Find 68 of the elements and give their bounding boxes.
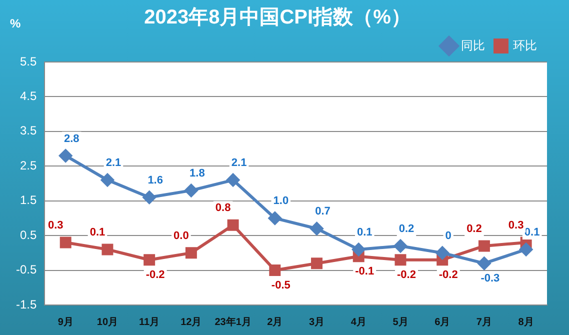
y-tick-label: 4.5 [20,89,37,104]
y-tick-label: 0.5 [20,228,37,242]
y-tick-label: -1.5 [16,297,37,312]
y-tick-label: -0.5 [16,262,37,277]
x-tick-label: 4月 [350,316,366,328]
point [478,240,490,252]
point [142,190,156,204]
point [60,236,72,248]
data-label: 0.8 [215,202,231,214]
x-tick-label: 11月 [139,316,160,328]
point [436,246,449,260]
data-label: 0.7 [315,206,330,218]
point [184,184,198,197]
data-label: 0.1 [356,226,372,238]
point [310,222,324,236]
y-axis-title: % [10,16,21,30]
point [185,247,197,259]
point [269,264,281,276]
data-label: 0.0 [174,230,189,242]
x-tick-label: 2月 [267,316,283,328]
data-label: 2.1 [106,157,122,170]
point [144,254,156,266]
y-tick-label: 3.5 [20,124,37,138]
point [226,174,240,187]
data-label: -0.2 [146,268,165,281]
point [394,254,406,266]
x-tick-label: 5月 [392,316,408,328]
data-label: 0.2 [398,223,414,236]
point [311,258,323,270]
point [520,242,533,256]
data-label: -0.1 [355,265,374,278]
data-label: -0.5 [271,279,290,292]
data-label: 1.6 [148,174,163,186]
point [227,219,239,231]
point [352,242,366,256]
data-label: 0.2 [466,223,482,236]
point [59,149,72,162]
y-tick-label: 5.5 [20,54,37,68]
data-label: -0.3 [480,272,500,284]
point [478,256,491,270]
point [102,244,114,256]
y-tick-label: 1.5 [20,193,37,208]
data-label: -0.2 [438,268,458,281]
data-label: 0.1 [524,226,540,238]
data-label: 1.8 [190,167,205,180]
data-label: 2.8 [64,132,80,145]
y-tick-label: 2.5 [20,158,37,172]
data-label: 0.1 [90,226,106,238]
x-tick-label: 7月 [476,316,492,328]
data-label: -0.2 [397,268,416,281]
x-tick-label: 3月 [308,316,325,328]
x-tick-label: 10月 [96,316,118,328]
point [100,174,114,187]
legend-label: 环比 [513,38,537,52]
data-label: 0.3 [48,220,64,232]
x-tick-label: 8月 [518,316,534,328]
data-label: 0 [445,230,452,242]
data-label: 0.3 [508,220,524,232]
point [394,239,407,252]
x-tick-label: 6月 [434,316,450,328]
point [268,212,282,225]
data-label: 2.1 [231,157,247,170]
x-tick-label: 9月 [58,316,74,328]
x-tick-label: 12月 [180,316,202,328]
chart-title: 2023年8月中国CPI指数（%） [144,6,411,29]
legend-label: 同比 [461,38,485,52]
data-label: 1.0 [273,195,289,208]
x-tick-label: 23年1月 [214,316,252,328]
